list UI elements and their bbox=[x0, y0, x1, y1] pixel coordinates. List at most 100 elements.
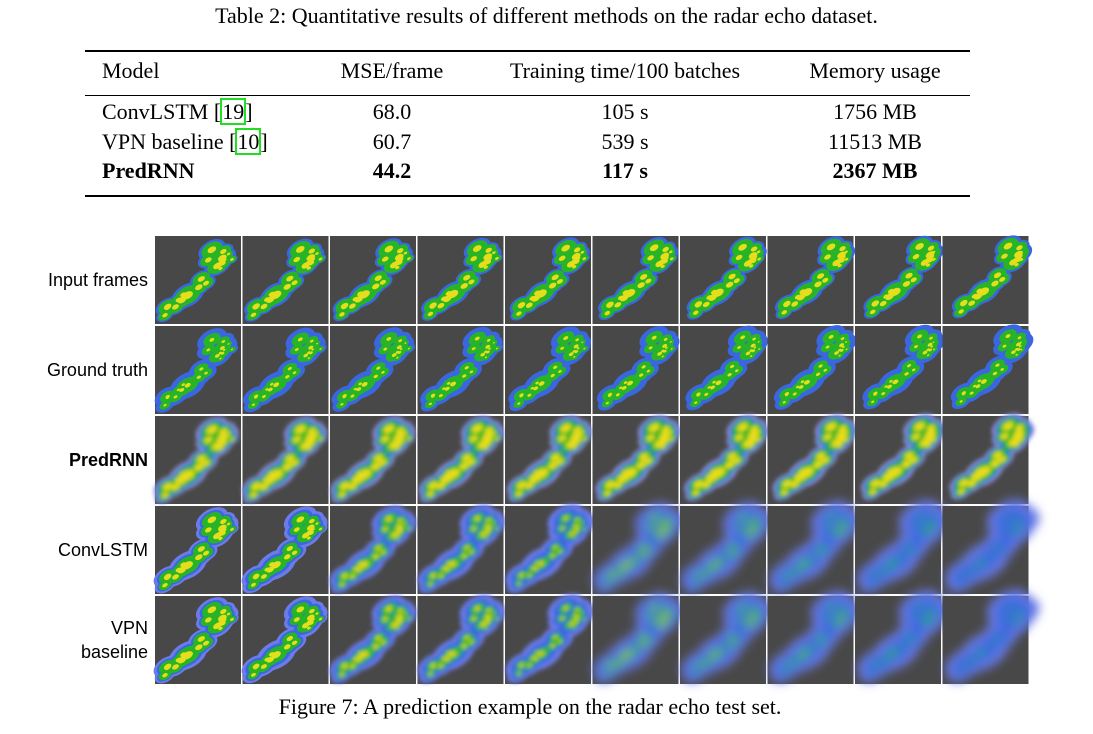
echo-blob bbox=[905, 272, 913, 279]
echo-blob bbox=[570, 438, 579, 445]
model-cell: ConvLSTM [19] bbox=[102, 98, 253, 125]
echo-blob bbox=[349, 303, 356, 309]
echo-blob bbox=[1014, 347, 1019, 351]
radar-frame bbox=[855, 235, 944, 324]
echo-blob bbox=[381, 370, 385, 374]
echo-blob bbox=[484, 426, 493, 434]
echo-blob bbox=[471, 424, 483, 433]
echo-blob bbox=[426, 491, 434, 497]
echo-blob bbox=[524, 481, 534, 489]
echo-blob bbox=[1003, 242, 1013, 250]
echo-blob bbox=[395, 350, 400, 354]
radar-frame bbox=[855, 413, 947, 504]
echo-blob bbox=[550, 373, 555, 378]
echo-blob bbox=[534, 468, 549, 479]
echo-blob bbox=[580, 430, 585, 435]
echo-blob bbox=[748, 258, 755, 263]
echo-blob bbox=[229, 437, 235, 442]
echo-blob bbox=[214, 353, 220, 358]
echo-blob bbox=[623, 381, 628, 384]
echo-blob bbox=[781, 310, 787, 315]
row-label-line: VPN bbox=[110, 618, 148, 638]
echo-blob bbox=[472, 245, 482, 252]
echo-blob bbox=[836, 257, 843, 263]
echo-blob bbox=[617, 474, 625, 481]
echo-blob bbox=[351, 476, 359, 482]
echo-blob bbox=[407, 347, 410, 350]
echo-blob bbox=[892, 379, 899, 385]
echo-blob bbox=[403, 251, 408, 255]
radar-frame bbox=[505, 326, 592, 414]
echo bbox=[329, 505, 417, 594]
echo-blob bbox=[613, 481, 623, 489]
echo-blob bbox=[741, 516, 745, 519]
echo bbox=[950, 324, 1034, 409]
echo-blob bbox=[519, 394, 524, 398]
figure-caption: Figure 7: A prediction example on the ra… bbox=[278, 694, 782, 719]
echo-blob bbox=[712, 561, 716, 563]
echo-blob bbox=[752, 529, 755, 532]
echo-blob bbox=[481, 438, 490, 445]
radar-frame bbox=[153, 416, 241, 504]
echo-blob bbox=[784, 393, 789, 397]
row-label-line: Input frames bbox=[47, 270, 148, 290]
echo-blob bbox=[560, 423, 572, 433]
echo-blob bbox=[733, 278, 740, 284]
radar-frame bbox=[942, 589, 1040, 684]
echo-blob bbox=[359, 290, 370, 299]
echo-blob bbox=[550, 453, 560, 461]
echo-blob bbox=[993, 272, 1002, 279]
echo-blob bbox=[1020, 348, 1023, 351]
echo-blob bbox=[219, 357, 222, 360]
echo-blob bbox=[209, 337, 215, 342]
echo-blob bbox=[269, 382, 274, 386]
echo-blob bbox=[479, 532, 486, 537]
echo-blob bbox=[339, 582, 345, 587]
radar-frame bbox=[592, 236, 679, 324]
echo-blob bbox=[694, 482, 703, 489]
echo-blob bbox=[646, 434, 655, 442]
echo-blob bbox=[572, 530, 576, 533]
echo-blob bbox=[428, 582, 433, 586]
echo-blob bbox=[517, 582, 521, 585]
echo-blob bbox=[826, 243, 836, 251]
echo-blob bbox=[184, 382, 191, 388]
echo-blob bbox=[735, 369, 739, 373]
echo-blob bbox=[840, 337, 845, 341]
echo-blob bbox=[890, 287, 901, 297]
echo-blob bbox=[644, 457, 653, 465]
echo-blob bbox=[492, 251, 496, 255]
echo bbox=[508, 326, 592, 412]
echo-blob bbox=[901, 460, 912, 468]
echo-blob bbox=[469, 370, 474, 374]
echo-blob bbox=[794, 294, 801, 300]
echo-blob bbox=[823, 433, 832, 441]
echo-blob bbox=[878, 480, 888, 488]
row-label: Ground truth bbox=[47, 358, 148, 382]
echo-blob bbox=[519, 574, 523, 578]
echo-blob bbox=[467, 458, 476, 466]
echo-blob bbox=[702, 301, 710, 308]
echo bbox=[420, 326, 504, 412]
echo-blob bbox=[438, 394, 443, 398]
echo-blob bbox=[926, 354, 930, 357]
radar-frame bbox=[680, 325, 768, 414]
echo-blob bbox=[992, 371, 998, 376]
table-cell: 1756 MB bbox=[833, 99, 917, 124]
echo-blob bbox=[645, 278, 652, 284]
echo-blob bbox=[782, 401, 786, 404]
echo-blob bbox=[704, 392, 709, 396]
echo-blob bbox=[397, 518, 403, 523]
echo bbox=[595, 415, 681, 502]
echo-blob bbox=[568, 352, 574, 357]
echo-blob bbox=[204, 527, 212, 533]
echo-blob bbox=[553, 545, 558, 549]
echo-blob bbox=[646, 369, 651, 373]
echo-blob bbox=[407, 257, 411, 261]
echo-blob bbox=[283, 283, 292, 290]
echo-blob bbox=[1005, 334, 1011, 338]
echo-blob bbox=[207, 246, 217, 254]
echo-blob bbox=[491, 430, 497, 435]
echo-blob bbox=[267, 387, 273, 392]
